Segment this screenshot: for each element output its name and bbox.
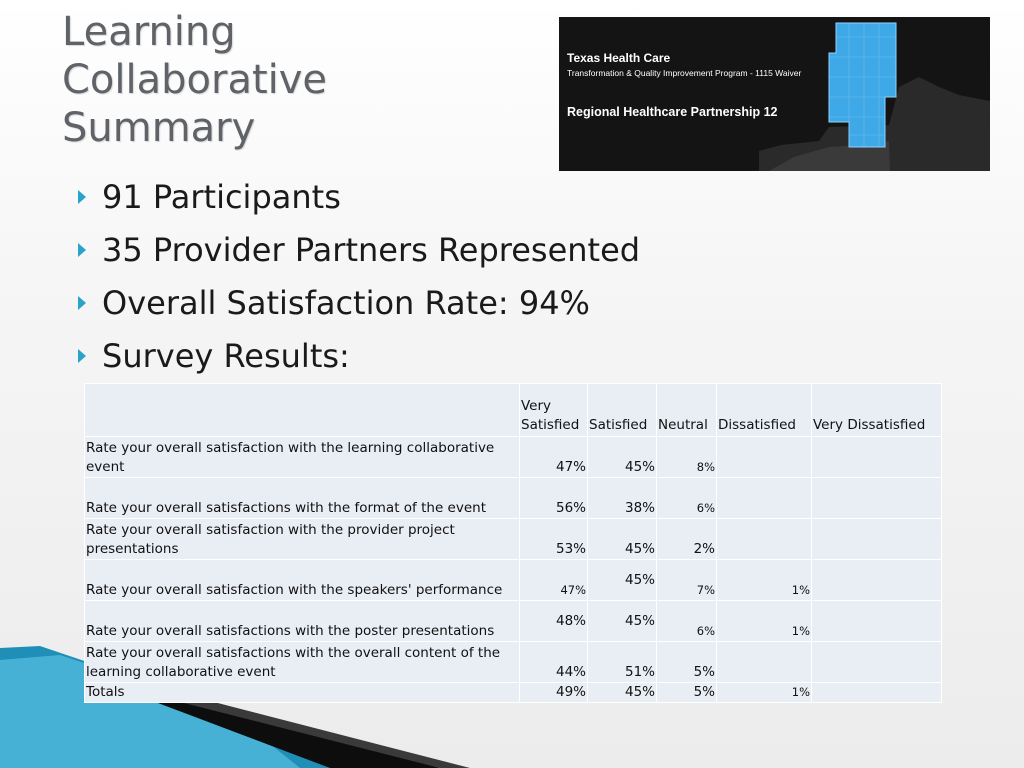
title-line-3: Summary (62, 105, 256, 151)
dissatisfied-cell (716, 436, 812, 478)
totals-label: Totals (84, 682, 520, 703)
very-dissatisfied-cell (811, 559, 942, 601)
very-dissatisfied-cell (811, 436, 942, 478)
column-header-very-dissatisfied: Very Dissatisfied (811, 383, 942, 437)
column-header-very-satisfied: Very Satisfied (519, 383, 588, 437)
very-satisfied-cell: 44% (519, 641, 588, 683)
title-line-1: Learning (62, 9, 236, 55)
neutral-cell: 7% (656, 559, 717, 601)
column-header-dissatisfied: Dissatisfied (716, 383, 812, 437)
table-row: Rate your overall satisfaction with the … (84, 436, 942, 478)
very-dissatisfied-total (811, 682, 942, 703)
very-satisfied-cell: 48% (519, 600, 588, 642)
very-satisfied-cell: 47% (519, 559, 588, 601)
triangle-bullet-icon (78, 348, 86, 363)
neutral-cell: 6% (656, 477, 717, 519)
column-header-neutral: Neutral (656, 383, 717, 437)
column-header-question (84, 383, 520, 437)
satisfied-total: 45% (587, 682, 657, 703)
dissatisfied-cell: 1% (716, 600, 812, 642)
question-cell: Rate your overall satisfactions with the… (84, 600, 520, 642)
page-title: Learning Collaborative Summary (62, 8, 327, 152)
triangle-bullet-icon (78, 295, 86, 310)
logo-title: Texas Health Care (567, 51, 671, 65)
neutral-cell: 5% (656, 641, 717, 683)
satisfied-cell: 38% (587, 477, 657, 519)
very-dissatisfied-cell (811, 641, 942, 683)
neutral-cell: 2% (656, 518, 717, 560)
table-header-row: Very Satisfied Satisfied Neutral Dissati… (84, 383, 942, 437)
satisfied-cell: 45% (587, 436, 657, 478)
question-cell: Rate your overall satisfaction with the … (84, 436, 520, 478)
bullet-text: Overall Satisfaction Rate: 94% (102, 283, 590, 322)
triangle-bullet-icon (78, 242, 86, 257)
question-cell: Rate your overall satisfaction with the … (84, 518, 520, 560)
table-row: Rate your overall satisfactions with the… (84, 641, 942, 683)
title-line-2: Collaborative (62, 57, 328, 103)
satisfied-cell: 45% (587, 559, 657, 601)
neutral-total: 5% (656, 682, 717, 703)
dissatisfied-cell: 1% (716, 559, 812, 601)
table-row: Rate your overall satisfaction with the … (84, 559, 942, 601)
question-cell: Rate your overall satisfactions with the… (84, 477, 520, 519)
very-dissatisfied-cell (811, 600, 942, 642)
question-cell: Rate your overall satisfaction with the … (84, 559, 520, 601)
texas-region-map-icon (759, 22, 990, 171)
dissatisfied-cell (716, 641, 812, 683)
bullet-satisfaction: Overall Satisfaction Rate: 94% (78, 276, 640, 329)
very-satisfied-cell: 47% (519, 436, 588, 478)
very-satisfied-total: 49% (519, 682, 588, 703)
survey-results-table: Very Satisfied Satisfied Neutral Dissati… (84, 383, 942, 703)
very-satisfied-cell: 56% (519, 477, 588, 519)
table-row: Rate your overall satisfactions with the… (84, 477, 942, 519)
logo-subtitle: Transformation & Quality Improvement Pro… (567, 68, 802, 78)
table-row: Rate your overall satisfactions with the… (84, 600, 942, 642)
table-row: Rate your overall satisfaction with the … (84, 518, 942, 560)
bullet-providers: 35 Provider Partners Represented (78, 223, 640, 276)
summary-bullet-list: 91 Participants 35 Provider Partners Rep… (78, 170, 640, 382)
totals-row: Totals 49% 45% 5% 1% (84, 682, 942, 703)
very-dissatisfied-cell (811, 518, 942, 560)
bullet-survey-results: Survey Results: (78, 329, 640, 382)
rhp-logo-banner: Texas Health Care Transformation & Quali… (559, 17, 990, 171)
satisfied-cell: 51% (587, 641, 657, 683)
bullet-participants: 91 Participants (78, 170, 640, 223)
very-satisfied-cell: 53% (519, 518, 588, 560)
satisfied-cell: 45% (587, 600, 657, 642)
dissatisfied-cell (716, 477, 812, 519)
neutral-cell: 8% (656, 436, 717, 478)
question-cell: Rate your overall satisfactions with the… (84, 641, 520, 683)
bullet-text: Survey Results: (102, 336, 350, 375)
bullet-text: 35 Provider Partners Represented (102, 230, 641, 269)
triangle-bullet-icon (78, 189, 86, 204)
very-dissatisfied-cell (811, 477, 942, 519)
dissatisfied-total: 1% (716, 682, 812, 703)
neutral-cell: 6% (656, 600, 717, 642)
bullet-text: 91 Participants (102, 177, 341, 216)
logo-region: Regional Healthcare Partnership 12 (567, 105, 778, 119)
dissatisfied-cell (716, 518, 812, 560)
column-header-satisfied: Satisfied (587, 383, 657, 437)
satisfied-cell: 45% (587, 518, 657, 560)
